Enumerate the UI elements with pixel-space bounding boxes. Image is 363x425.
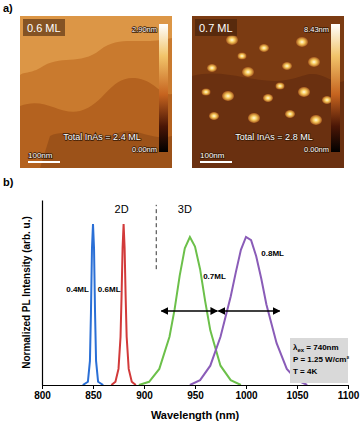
quantum-dot: [276, 83, 285, 90]
series-label: 0.4ML: [66, 285, 89, 294]
quantum-dot: [207, 64, 217, 72]
quantum-dot: [209, 112, 219, 120]
x-tick-mark: [297, 385, 298, 389]
x-tick-label: 950: [187, 390, 204, 401]
x-tick-mark: [246, 385, 247, 389]
afm-surface: [20, 16, 172, 168]
x-tick-label: 800: [34, 390, 51, 401]
divider: [156, 205, 157, 269]
y-axis: [42, 201, 43, 386]
x-tick: 1100: [338, 385, 360, 401]
fwhm-arrow: [161, 310, 217, 311]
scale-bar-label: 100nm: [28, 151, 53, 160]
total-label: Total InAs = 2.4 ML: [63, 132, 140, 142]
fwhm-arrow: [218, 310, 279, 311]
series-label: 0.8ML: [261, 249, 284, 258]
spectrum-line: [111, 224, 135, 385]
series-label: 0.7ML: [203, 272, 226, 281]
x-tick-mark: [42, 385, 43, 389]
afm-image: 0.7 ML 8.43nm 0.00nm Total InAs = 2.8 ML 100…: [192, 16, 344, 168]
colorbar-max: 8.43nm: [304, 25, 329, 34]
x-tick: 1050: [286, 385, 309, 401]
plot-area: [83, 224, 307, 385]
scale-bar: [200, 161, 232, 163]
colorbar-min: 0.00nm: [132, 145, 157, 154]
quantum-dot: [285, 110, 295, 118]
quantum-dot: [242, 67, 254, 77]
x-tick-label: 1100: [338, 390, 360, 401]
quantum-dot: [322, 96, 332, 104]
colorbar: [331, 24, 340, 152]
afm-terrace: [20, 16, 172, 76]
series-label: 0.6ML: [98, 285, 121, 294]
quantum-dot: [259, 44, 269, 52]
x-tick-label: 900: [136, 390, 153, 401]
afm-image: 0.6 ML 2.90nm 0.00nm Total InAs = 2.4 ML 100…: [20, 16, 172, 168]
quantum-dot: [222, 91, 234, 101]
x-tick: 950: [187, 385, 204, 401]
quantum-dot: [202, 89, 211, 96]
x-tick-mark: [93, 385, 94, 389]
quantum-dot: [310, 115, 322, 125]
afm-terrace: [192, 74, 344, 168]
total-label: Total InAs = 2.8 ML: [235, 132, 312, 142]
condition-text: T = 4K: [293, 367, 317, 376]
scale-bar: [28, 161, 60, 163]
x-tick: 900: [136, 385, 153, 401]
panel-label: a): [3, 2, 13, 14]
condition-text: P = 1.25 W/cm²: [293, 355, 349, 364]
quantum-dot: [248, 113, 260, 123]
afm-background: [192, 16, 344, 168]
x-tick-label: 1000: [235, 390, 258, 401]
scale-bar-label: 100nm: [200, 151, 225, 160]
coverage-label: 0.6 ML: [27, 22, 61, 34]
annotation: 2D: [115, 203, 129, 215]
quantum-dot: [282, 62, 292, 70]
x-tick: 1000: [235, 385, 258, 401]
condition-text: λex = 740nm: [293, 343, 339, 353]
x-tick-label: 850: [85, 390, 102, 401]
x-tick-label: 1050: [286, 390, 309, 401]
x-axis-title: Wavelength (nm): [151, 409, 240, 421]
label-background: [195, 19, 237, 36]
x-tick-mark: [348, 385, 349, 389]
spectrum-line: [83, 224, 103, 385]
y-axis-line: [42, 201, 43, 386]
colorbar-min: 0.00nm: [304, 145, 329, 154]
quantum-dot: [298, 87, 310, 97]
y-axis-title: Normalized PL Intensity (arb. u.): [21, 216, 32, 369]
colorbar-max: 2.90nm: [132, 25, 157, 34]
afm-background: [20, 16, 172, 168]
x-tick: 800: [34, 385, 51, 401]
quantum-dot: [226, 35, 238, 45]
coverage-label: 0.7 ML: [199, 22, 233, 34]
x-tick-mark: [144, 385, 145, 389]
x-tick-mark: [195, 385, 196, 389]
x-tick: 850: [85, 385, 102, 401]
figure: a) b) 0.6 ML 2.90nm 0.00nm Total InAs = 2.4 M…: [0, 0, 363, 425]
colorbar: [159, 24, 168, 152]
quantum-dot: [308, 57, 320, 67]
chart: 800 850 900 950 1000 1050 1100 Wavelength (nm) N…: [21, 201, 360, 422]
annotation: 3D: [178, 203, 192, 215]
quantum-dot: [296, 37, 308, 47]
afm-surface: [192, 16, 344, 168]
condition-value: = 740nm: [304, 343, 338, 352]
x-axis: 800 850 900 950 1000 1050 1100: [34, 385, 360, 401]
quantum-dot: [238, 53, 247, 60]
afm-terrace: [20, 78, 172, 168]
panel-label: b): [3, 176, 14, 188]
quantum-dot: [263, 94, 273, 102]
label-background: [23, 19, 65, 36]
